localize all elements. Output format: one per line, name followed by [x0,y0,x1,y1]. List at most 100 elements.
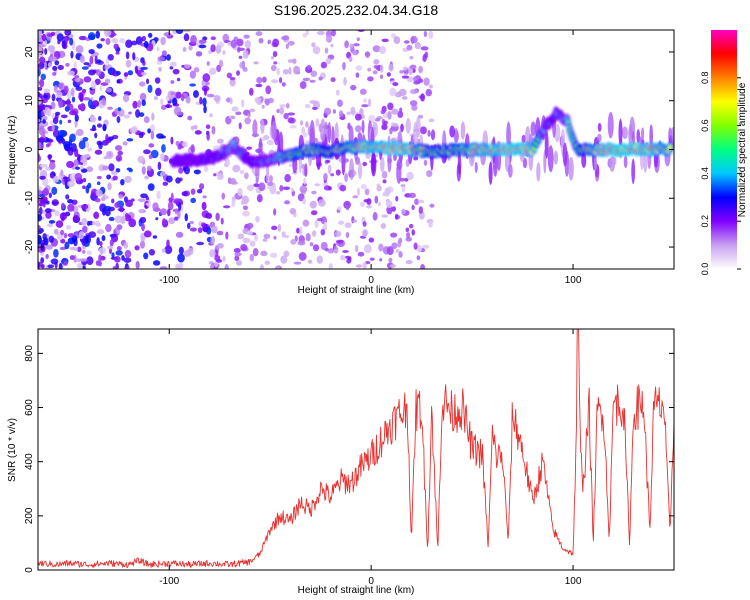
spectrogram-speckle [388,257,393,263]
spectrogram-speckle [95,189,103,197]
spectrogram-speckle [420,264,425,269]
spectrogram-speckle [135,260,140,269]
spectrogram-streak [348,125,354,147]
spectrogram-speckle [159,208,168,216]
spectrogram-speckle [355,264,363,268]
spectrogram-speckle [44,208,52,214]
spectrogram-speckle [303,132,308,138]
spectrogram-speckle [39,163,48,168]
spectrogram-speckle [132,100,138,109]
spectrogram-speckle [103,156,108,160]
spectrogram-speckle [288,66,292,75]
spectrogram-speckle [152,260,161,266]
spectrogram-speckle [384,187,391,196]
spectrogram-speckle [128,111,132,115]
spectrogram-speckle [216,242,224,249]
spectrogram-streak [361,119,365,134]
spectrogram-speckle [138,132,144,139]
spectrogram-speckle [372,211,378,221]
spectrogram-speckle [401,185,406,193]
spectrogram-streak [611,156,617,166]
spectrogram-speckle [255,215,260,223]
spectrogram-speckle [108,163,115,172]
spectrogram-speckle [237,47,246,51]
spectrogram-speckle [302,198,307,205]
spectrogram-speckle [137,198,146,202]
spectrogram-speckle [38,235,42,244]
spectrogram-speckle [106,174,112,180]
spectrogram-speckle [38,30,42,37]
spectrogram-speckle [169,66,174,70]
spectrogram-streak [430,129,436,141]
spectrogram-y-tick-label: -10 [24,191,35,206]
spectrogram-speckle [86,250,92,256]
spectrogram-speckle [76,246,82,253]
spectrogram-speckle [75,166,80,170]
spectrogram-speckle [54,210,60,217]
spectrogram-speckle [378,201,382,207]
spectrogram-speckle [364,188,370,196]
spectrogram-speckle [67,203,75,212]
spectrogram-speckle [412,76,417,82]
spectrogram-speckle [43,88,50,94]
spectrogram-speckle [104,30,112,37]
spectrogram-speckle [128,218,137,228]
spectrogram-speckle [101,197,106,202]
spectrogram-speckle [354,113,362,121]
spectrogram-speckle [399,70,404,74]
spectrogram-speckle [186,222,191,230]
spectrogram-speckle [94,149,103,155]
spectrogram-speckle [139,81,146,87]
spectrogram-speckle [383,120,388,126]
spectrogram-speckle [272,50,278,58]
spectrogram-speckle [335,239,344,244]
spectrogram-speckle [55,135,64,142]
spectrogram-speckle [246,184,254,192]
spectrogram-speckle [290,239,297,245]
spectrogram-speckle [266,139,275,146]
spectrogram-speckle [119,37,126,44]
spectrogram-speckle [317,217,324,222]
spectrogram-speckle [116,79,120,84]
spectrogram-speckle [287,117,295,124]
spectrogram-speckle [216,230,224,236]
spectrogram-streak [547,145,554,173]
spectrogram-speckle [115,70,121,76]
spectrogram-speckle [104,78,111,84]
spectrogram-speckle [202,97,207,107]
spectrogram-speckle [149,124,156,133]
spectrogram-speckle [201,201,207,211]
spectrogram-speckle [76,128,84,137]
spectrogram-speckle [350,106,356,115]
spectrogram-speckle [388,63,394,72]
spectrogram-speckle [41,33,47,42]
spectrogram-speckle [114,215,123,224]
spectrogram-speckle [271,225,278,231]
spectrogram-speckle [75,45,84,54]
spectrogram-speckle [104,209,111,217]
colorbar-label: Normalized spectral amplitude [737,82,748,217]
spectrogram-speckle [51,186,58,196]
spectrogram-streak [457,152,462,175]
spectrogram-speckle [67,70,75,76]
spectrogram-speckle [283,112,289,120]
spectrogram-speckle [239,61,245,69]
spectrogram-speckle [390,232,398,238]
spectrogram-speckle [98,247,107,255]
spectrogram-speckle [152,202,159,211]
spectrogram-speckle [202,36,208,41]
spectrogram-speckle [389,127,393,135]
spectrogram-speckle [236,38,244,47]
spectrogram-speckle [79,155,88,164]
spectrogram-speckle [339,116,346,120]
spectrogram-speckle [401,75,410,79]
spectrogram-speckle [38,214,43,222]
spectrogram-speckle [199,96,203,105]
spectrogram-speckle [90,128,97,132]
spectrogram-speckle [210,44,216,53]
spectrogram-speckle [328,186,332,191]
spectrogram-speckle [249,240,256,247]
spectrogram-speckle [314,219,319,229]
spectrogram-speckle [50,31,56,37]
